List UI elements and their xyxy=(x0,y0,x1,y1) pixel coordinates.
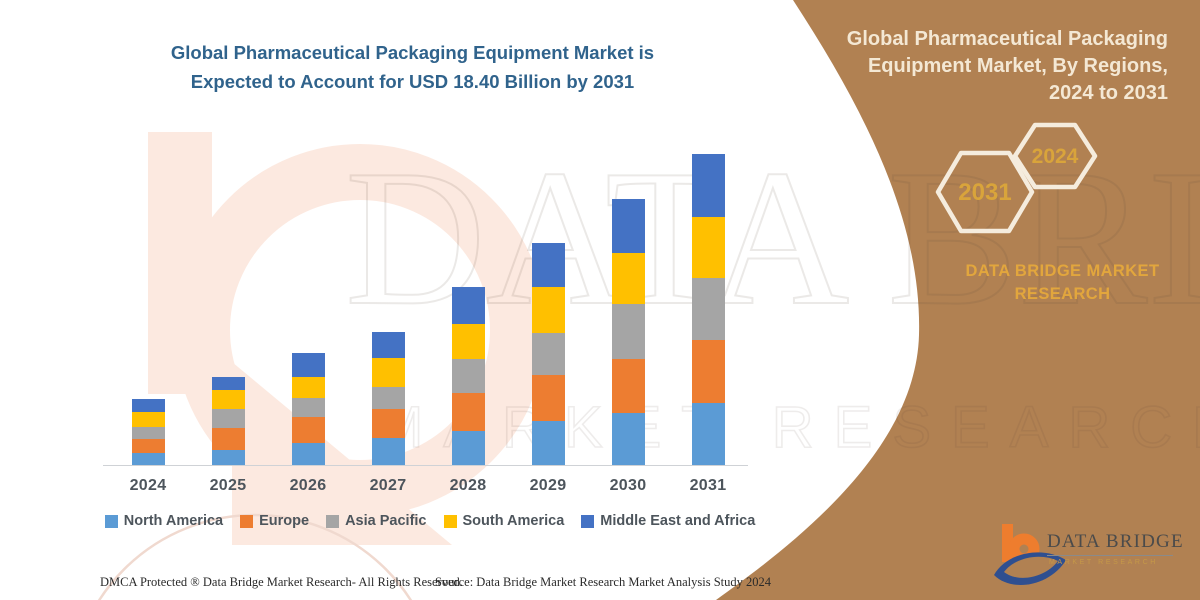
bar-segment xyxy=(291,353,325,377)
watermark-text-small: MARKET RESEARCH xyxy=(375,395,1200,460)
x-axis-label: 2024 xyxy=(129,477,167,494)
bar-segment xyxy=(291,397,325,417)
bar-segment xyxy=(531,333,565,376)
databridge-b-watermark xyxy=(148,132,546,545)
logo-swoosh-icon xyxy=(994,552,1066,586)
bar-segment xyxy=(451,430,485,465)
bar-segment xyxy=(691,340,725,404)
bar-segment xyxy=(611,252,645,304)
side-panel-shape xyxy=(716,0,1200,600)
bar-segment xyxy=(691,154,725,217)
legend-swatch xyxy=(326,514,340,528)
x-axis-line xyxy=(103,465,748,466)
bar-segment xyxy=(291,376,325,398)
side-panel-title: Global Pharmaceutical Packaging Equipmen… xyxy=(838,26,1168,107)
side-panel-title-line1: Global Pharmaceutical Packaging xyxy=(846,28,1168,50)
legend-item: Middle East and Africa xyxy=(581,513,755,529)
legend-swatch xyxy=(240,514,254,528)
bar-segment xyxy=(611,303,645,359)
legend-item: Europe xyxy=(240,513,309,529)
hexagon-2031-label: 2031 xyxy=(958,179,1011,206)
circle-watermark xyxy=(97,513,413,600)
bar-segment xyxy=(451,287,485,325)
legend-swatch xyxy=(581,514,595,528)
hexagon-2024-label: 2024 xyxy=(1032,145,1079,168)
bar-segment xyxy=(371,438,405,465)
bar-segment xyxy=(211,409,245,429)
x-axis-label: 2027 xyxy=(369,477,407,494)
footer-dmca-text: DMCA Protected ® Data Bridge Market Rese… xyxy=(100,575,463,589)
x-axis-label: 2030 xyxy=(609,477,647,494)
legend-label: South America xyxy=(462,513,565,529)
chart-title-line1: Global Pharmaceutical Packaging Equipmen… xyxy=(170,42,655,63)
bar-segment xyxy=(131,452,165,465)
legend-swatch xyxy=(443,514,457,528)
side-panel-title-line3: 2024 to 2031 xyxy=(1049,82,1168,104)
brand-text: DATA BRIDGE MARKET RESEARCH xyxy=(945,260,1180,306)
bar-segment xyxy=(371,409,405,439)
bar-segment xyxy=(131,398,165,412)
x-axis-label: 2028 xyxy=(449,477,487,494)
bar-segment xyxy=(131,426,165,440)
legend-item: North America xyxy=(104,513,224,529)
chart-title: Global Pharmaceutical Packaging Equipmen… xyxy=(125,38,700,96)
bar-segment xyxy=(531,243,565,288)
brand-text-line2: RESEARCH xyxy=(1014,285,1111,303)
bar-segment xyxy=(531,287,565,334)
x-axis-label: 2029 xyxy=(529,477,567,494)
legend-item: Asia Pacific xyxy=(326,513,427,529)
bar-segment xyxy=(611,358,645,413)
legend-label: Middle East and Africa xyxy=(600,513,756,529)
bar-segment xyxy=(211,390,245,410)
bar-segment xyxy=(211,449,245,465)
side-panel-title-line2: Equipment Market, By Regions, xyxy=(867,55,1168,77)
brand-text-line1: DATA BRIDGE MARKET xyxy=(965,262,1160,280)
chart-title-line2: Expected to Account for USD 18.40 Billio… xyxy=(190,71,635,92)
bar-segment xyxy=(371,358,405,387)
watermark-text-large: DATA BRIDGE xyxy=(345,130,1200,346)
bar-segment xyxy=(371,332,405,359)
bar-segment xyxy=(211,428,245,450)
x-axis-label: 2025 xyxy=(209,477,247,494)
bar-segment xyxy=(611,198,645,253)
legend: North America Europe Asia Pacific South Ame… xyxy=(95,513,765,529)
hexagon-2024 xyxy=(1012,122,1098,190)
bar-segment xyxy=(611,412,645,465)
legend-swatch xyxy=(104,514,118,528)
bar-segment xyxy=(531,375,565,422)
bar-segment xyxy=(131,439,165,453)
logo-wordmark: DATA BRIDGE xyxy=(1047,531,1183,556)
bar-segment xyxy=(451,324,485,360)
footer-source-text: Source: Data Bridge Market Research Mark… xyxy=(435,575,772,589)
bar-segment xyxy=(531,421,565,465)
bar-segment xyxy=(691,403,725,465)
bar-segment xyxy=(371,386,405,410)
x-axis-label: 2026 xyxy=(289,477,327,494)
bar-segment xyxy=(451,359,485,393)
legend-label: Asia Pacific xyxy=(345,513,427,529)
bar-segment xyxy=(131,411,165,427)
bar-segment xyxy=(691,277,725,341)
hexagon-2031 xyxy=(935,150,1035,234)
legend-item: South America xyxy=(443,513,565,529)
bar-segment xyxy=(291,443,325,465)
legend-label: Europe xyxy=(259,513,310,529)
logo-tagline: MARKET RESEARCH xyxy=(1049,559,1158,566)
bar-segment xyxy=(291,416,325,444)
bar-segment xyxy=(691,216,725,278)
x-axis-label: 2031 xyxy=(689,477,727,494)
bar-segment xyxy=(451,392,485,431)
legend-label: North America xyxy=(123,513,224,529)
bar-segment xyxy=(211,376,245,391)
